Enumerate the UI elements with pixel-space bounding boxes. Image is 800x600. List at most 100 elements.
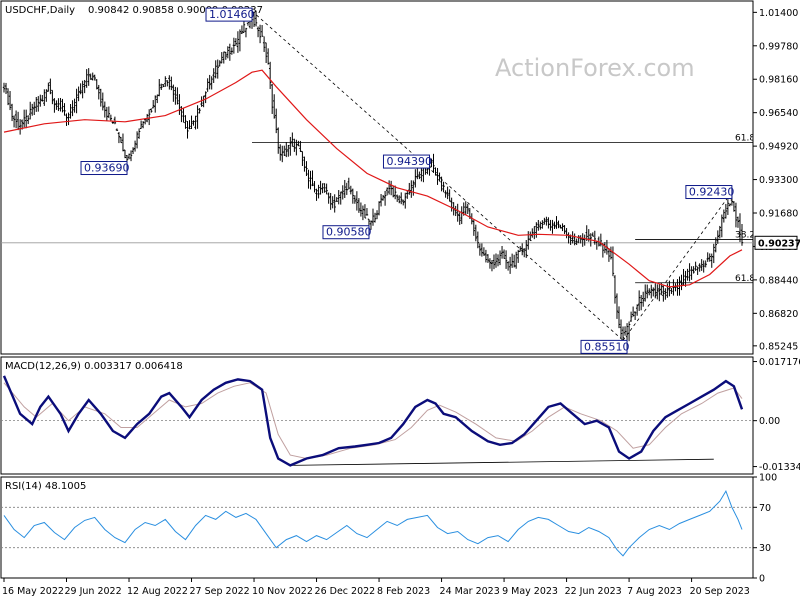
ohlc-bar (442, 181, 445, 193)
ohlc-bar (448, 189, 451, 202)
ohlc-bar (402, 199, 405, 206)
ohlc-bar (47, 82, 50, 92)
ohlc-bar (700, 259, 703, 271)
x-tick-label: 10 Nov 2022 (252, 586, 313, 597)
price-annotation: 0.94390 (382, 154, 432, 169)
ohlc-bar (297, 140, 300, 147)
ohlc-bar (258, 24, 262, 44)
ohlc-bar (738, 213, 742, 243)
price-panel (0, 0, 754, 355)
ohlc-bar (391, 185, 395, 198)
ohlc-bar (210, 76, 213, 90)
ohlc-bar (317, 184, 320, 199)
ohlc-bar (492, 254, 496, 270)
rsi-line (3, 489, 743, 557)
price-annotation-label: 0.90580 (326, 226, 372, 239)
ohlc-bar (200, 96, 203, 107)
ohlc-bar (688, 263, 691, 282)
ohlc-bar (45, 89, 48, 102)
ohlc-bar (319, 180, 322, 195)
ohlc-bar (398, 195, 401, 204)
ohlc-bar (228, 43, 232, 61)
ohlc-bar (418, 171, 421, 180)
ohlc-bar (57, 98, 60, 112)
ohlc-bar (115, 128, 119, 131)
ohlc-bar (236, 31, 240, 53)
ohlc-bar (740, 223, 744, 246)
price-title: USDCHF,Daily (5, 5, 75, 16)
ohlc-bar (291, 132, 294, 147)
ohlc-bar (91, 72, 94, 81)
ohlc-bar (387, 180, 391, 195)
price-y-tick-label: 0.93300 (759, 175, 798, 186)
ohlc-bar (182, 107, 185, 123)
macd-series (1, 375, 753, 467)
ohlc-bar (607, 247, 611, 262)
ohlc-bar (377, 201, 381, 216)
ohlc-bar (662, 285, 665, 302)
ohlc-bar (708, 253, 711, 262)
ohlc-bar (514, 251, 518, 269)
macd-line (2, 375, 744, 467)
x-tick-label: 24 Mar 2023 (440, 586, 500, 597)
ohlc-bar (658, 283, 661, 302)
ohlc-bar (113, 116, 117, 125)
ohlc-bar (158, 79, 161, 97)
ohlc-bar (79, 83, 82, 95)
ohlc-bar (71, 100, 74, 117)
ohlc-bar (107, 106, 111, 119)
ohlc-bar (535, 222, 538, 238)
ohlc-bar (190, 115, 193, 130)
price-y-tick-label: 0.99780 (759, 41, 798, 52)
ohlc-bar (35, 96, 38, 112)
ohlc-bar (504, 250, 508, 269)
ohlc-bar (63, 103, 66, 116)
price-y-tick-label: 0.94920 (759, 142, 798, 153)
ohlc-bar (472, 219, 476, 236)
ohlc-bar (160, 83, 163, 90)
price-annotation: 0.90580 (322, 225, 372, 240)
ohlc-bar (400, 192, 403, 205)
ohlc-bar (617, 306, 621, 329)
ohlc-bar (686, 268, 689, 281)
ohlc-bar (196, 105, 199, 129)
ohlc-bar (192, 120, 195, 126)
ohlc-bar (41, 95, 44, 102)
ohlc-bar (734, 202, 738, 228)
rsi-series (1, 489, 753, 557)
ohlc-bar (43, 89, 46, 106)
ohlc-bar (246, 22, 250, 26)
ohlc-bar (321, 183, 324, 194)
ohlc-bar (260, 25, 264, 37)
price-annotation-label: 0.85510 (584, 340, 630, 353)
ohlc-bar (333, 194, 336, 213)
ohlc-bar (609, 246, 613, 260)
ohlc-bar (575, 238, 578, 246)
ohlc-bar (89, 73, 92, 80)
ohlc-bar (599, 233, 603, 247)
ohlc-bar (331, 196, 334, 209)
ohlc-bar (543, 217, 546, 225)
ohlc-bar (646, 284, 649, 299)
ohlc-bar (8, 91, 12, 111)
ohlc-bar (371, 208, 375, 226)
ohlc-bar (327, 192, 330, 204)
macd-y-tick-label: 0.017176 (759, 357, 800, 368)
ohlc-bar (238, 29, 242, 52)
axes: 1.01400 0.99780 0.98160 0.96540 0.94920 0.933… (2, 8, 800, 597)
ohlc-bar (494, 253, 498, 268)
ohlc-bar (641, 291, 645, 307)
ohlc-bar (480, 243, 484, 257)
price-annotation: 0.85510 (580, 339, 630, 354)
ohlc-bar (551, 219, 554, 234)
ohlc-bar (141, 121, 145, 129)
ohlc-bar (408, 182, 411, 195)
ohlc-bar (466, 203, 469, 215)
ohlc-bar (129, 150, 133, 162)
ohlc-bar (670, 287, 673, 294)
ohlc-bar (307, 169, 310, 189)
ohlc-bar (559, 224, 562, 229)
ohlc-bar (2, 82, 6, 93)
ohlc-bar (357, 198, 361, 213)
ohlc-bar (635, 304, 639, 316)
